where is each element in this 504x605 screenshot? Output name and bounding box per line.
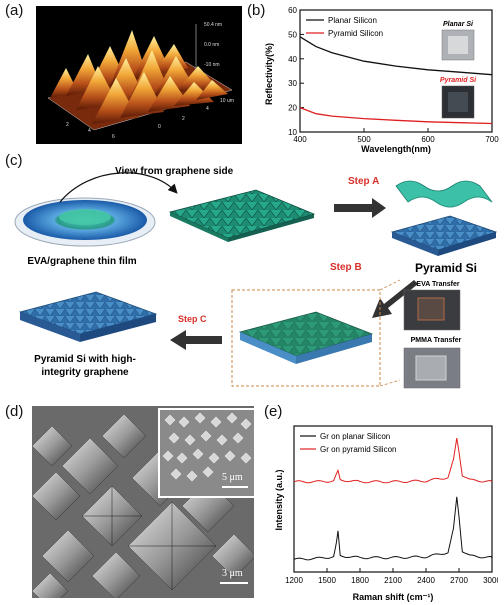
x-tick-label: 1200 xyxy=(285,576,303,585)
afm-axis-tick: 6 xyxy=(112,134,115,140)
reflectivity-chart: 10 20 30 40 50 60 400 500 600 700 Reflectivity(%… xyxy=(264,6,499,154)
transfer-schematic: View from graphene side EVA/graphene thi… xyxy=(14,166,498,389)
afm-axis-tick: 4 xyxy=(88,128,91,134)
sem-inset-scale-bar xyxy=(222,486,248,488)
afm-axis-tick: 10 um xyxy=(220,98,234,104)
afm-z-tick: 50.4 nm xyxy=(204,22,222,28)
final-pyramid-si xyxy=(18,291,158,335)
x-tick-label: 3000 xyxy=(483,576,498,585)
x-tick-label: 600 xyxy=(421,135,435,144)
x-tick-label: 2100 xyxy=(384,576,402,585)
sem-inset-scale-label: 5 μm xyxy=(222,472,243,483)
x-tick-label: 500 xyxy=(357,135,371,144)
step-c-arrow xyxy=(170,330,222,350)
reflectivity-y-label: Reflectivity(%) xyxy=(264,43,274,105)
afm-axis-tick: 2 xyxy=(66,122,69,128)
x-tick-label: 1500 xyxy=(318,576,336,585)
inset-label-planar: Planar Si xyxy=(443,21,474,28)
y-tick-label: 30 xyxy=(288,79,297,88)
graphene-film-edge xyxy=(228,214,314,242)
y-tick-label: 50 xyxy=(288,30,297,39)
sem-pyramids xyxy=(32,406,254,598)
final-substrate-side xyxy=(20,312,80,342)
sem-inset: 5 μm xyxy=(158,408,254,498)
pyramid-si-substrate-small xyxy=(390,215,498,251)
planar-silicon-curve xyxy=(299,36,493,76)
reflectivity-x-label: Wavelength(nm) xyxy=(361,144,431,154)
planar-si-photo-highlight xyxy=(448,36,468,54)
y-tick-label: 10 xyxy=(288,128,297,137)
step-c-label: Step C xyxy=(178,314,207,324)
legend-pyramid-silicon: Pyramid Silicon xyxy=(328,29,383,38)
sem-image: 5 μm 3 μm xyxy=(32,406,254,598)
pyramid-si-side xyxy=(392,232,438,256)
result-label-line2: integrity graphene xyxy=(41,367,129,378)
callout-line xyxy=(379,379,401,387)
raman-planar-spectrum xyxy=(293,496,493,561)
pyramid-si-side xyxy=(438,232,496,256)
step-b-label: Step B xyxy=(330,262,362,273)
inset-label-pyramid: Pyramid Si xyxy=(440,77,477,84)
result-label-line1: Pyramid Si with high- xyxy=(34,354,136,365)
legend-gr-pyramid: Gr on pyramid Silicon xyxy=(320,445,396,454)
final-substrate-side xyxy=(80,314,156,342)
pyramid-silicon-curve xyxy=(299,106,493,125)
view-arrow xyxy=(59,172,178,203)
y-tick-label: 40 xyxy=(288,55,297,64)
raman-chart: 1200 1500 1800 2100 2400 2700 3000 Intensity (… xyxy=(274,425,498,602)
wavy-graphene-film xyxy=(395,180,493,208)
substrate-side xyxy=(296,334,372,364)
raman-x-label: Raman shift (cm⁻¹) xyxy=(353,592,434,602)
panel-label-c: (c) xyxy=(5,152,23,169)
raman-pyramid-spectrum xyxy=(293,438,493,484)
raman-y-label: Intensity (a.u.) xyxy=(274,469,284,530)
panel-label-b: (b) xyxy=(247,2,266,19)
x-tick-label: 400 xyxy=(293,135,307,144)
pmma-transfer-sample xyxy=(415,355,447,381)
pmma-transfer-label: PMMA Transfer xyxy=(411,337,462,344)
afm-axis-tick: 0 xyxy=(158,124,161,130)
substrate-side xyxy=(240,332,296,364)
step-a-label: Step A xyxy=(348,176,379,187)
pyramid-si-label: Pyramid Si xyxy=(415,261,477,275)
x-tick-label: 2700 xyxy=(450,576,468,585)
y-tick-label: 60 xyxy=(288,6,297,15)
sem-scale-label: 3 μm xyxy=(222,568,243,579)
afm-topography-image: 50.4 nm 0.0 nm -10 nm 2 4 6 0 2 4 10 um xyxy=(36,6,242,144)
pyramid-si-photo-surface xyxy=(448,92,468,112)
afm-z-tick: -10 nm xyxy=(204,62,220,68)
step-a-arrow xyxy=(334,198,386,218)
eva-film-label: EVA/graphene thin film xyxy=(27,256,136,267)
x-tick-label: 2400 xyxy=(417,576,435,585)
view-graphene-side-label: View from graphene side xyxy=(115,166,234,177)
afm-z-tick: 0.0 nm xyxy=(204,42,219,48)
afm-surface: 50.4 nm 0.0 nm -10 nm 2 4 6 0 2 4 10 um xyxy=(47,22,234,140)
graphene-film-edge xyxy=(170,212,228,242)
y-tick-label: 20 xyxy=(288,104,297,113)
panel-label-d: (d) xyxy=(5,403,24,420)
sem-inset-pyramids xyxy=(161,411,253,483)
pyramid-si-with-graphene xyxy=(238,311,374,357)
sem-scale-bar xyxy=(220,582,248,584)
graphene-patch xyxy=(59,209,111,225)
afm-axis-tick: 4 xyxy=(206,106,209,112)
afm-axis-tick: 2 xyxy=(182,116,185,122)
x-tick-label: 700 xyxy=(485,135,499,144)
eva-transfer-label: EVA Transfer xyxy=(416,281,459,288)
legend-planar-silicon: Planar Silicon xyxy=(328,16,377,25)
panel-label-a: (a) xyxy=(5,2,24,19)
callout-line xyxy=(379,279,401,291)
transfer-detail-box xyxy=(231,289,381,387)
x-tick-label: 1800 xyxy=(351,576,369,585)
step-b-arrow xyxy=(372,280,418,318)
panel-label-e: (e) xyxy=(264,403,283,420)
legend-gr-planar: Gr on planar Silicon xyxy=(320,432,390,441)
eva-transfer-sample xyxy=(417,297,445,321)
graphene-film-pyramid-tile xyxy=(168,189,316,239)
